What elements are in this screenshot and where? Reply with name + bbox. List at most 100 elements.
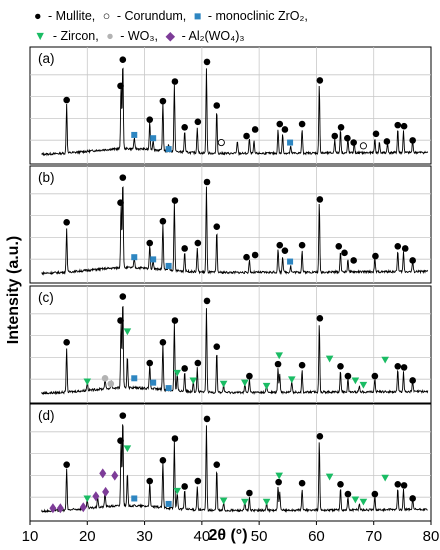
zircon-marker	[351, 496, 360, 504]
legend-mullite-symbol: ●	[34, 9, 42, 23]
mullite-marker	[194, 118, 202, 126]
mullite-marker	[344, 490, 352, 498]
zro2-marker	[131, 131, 138, 138]
zro2-marker	[287, 258, 294, 265]
mullite-marker	[159, 97, 167, 105]
mullite-marker	[298, 241, 306, 249]
mullite-marker	[409, 377, 416, 384]
mullite-marker	[372, 130, 380, 138]
mullite-marker	[281, 247, 289, 254]
zro2-marker	[150, 379, 157, 386]
mullite-marker	[63, 461, 70, 468]
x-tick-label: 50	[251, 528, 268, 545]
zircon-marker	[173, 487, 182, 495]
zircon-marker	[359, 498, 368, 506]
mullite-marker	[117, 317, 124, 324]
al2wo4-marker	[102, 486, 110, 497]
panel-label: (a)	[38, 51, 55, 66]
zircon-marker	[381, 356, 389, 364]
zircon-marker	[325, 355, 334, 363]
al2wo4-marker	[92, 491, 100, 502]
mullite-marker	[251, 126, 259, 133]
mullite-marker	[203, 297, 211, 305]
mullite-marker	[394, 243, 402, 250]
mullite-marker	[119, 56, 127, 64]
mullite-marker	[171, 78, 179, 85]
al2wo4-marker	[111, 470, 119, 481]
mullite-marker	[117, 437, 124, 445]
mullite-marker	[371, 372, 379, 380]
mullite-marker	[316, 77, 324, 84]
mullite-marker	[181, 483, 188, 490]
mullite-marker	[213, 461, 221, 468]
mullite-marker	[119, 293, 127, 300]
panel-b: (b)	[29, 165, 432, 284]
legend-corundum-label: - Corundum,	[117, 9, 186, 23]
zro2-marker	[131, 375, 138, 382]
zircon-marker	[381, 474, 389, 482]
legend-wo3-label: - WO₃,	[120, 29, 158, 43]
zircon-marker	[241, 498, 249, 506]
mullite-marker	[281, 126, 289, 133]
x-tick-label: 70	[365, 528, 382, 545]
mullite-marker	[213, 102, 221, 109]
mullite-marker	[117, 199, 124, 206]
mullite-marker	[337, 481, 344, 488]
diffraction-pattern	[41, 424, 428, 514]
mullite-marker	[274, 360, 282, 368]
panel-label: (c)	[38, 290, 54, 305]
mullite-marker	[243, 132, 250, 140]
mullite-marker	[344, 372, 352, 380]
zircon-marker	[275, 472, 283, 480]
zro2-marker	[165, 385, 172, 392]
mullite-marker	[372, 252, 379, 260]
zircon-marker	[351, 377, 360, 385]
mullite-marker	[243, 253, 250, 261]
panel-frame	[29, 165, 432, 284]
mullite-marker	[146, 116, 154, 123]
legend-mullite-label: - Mullite,	[48, 9, 95, 23]
mullite-marker	[63, 219, 70, 226]
mullite-marker	[316, 315, 324, 322]
mullite-marker	[383, 138, 391, 145]
mullite-marker	[316, 433, 324, 440]
x-tick-label: 20	[79, 528, 96, 545]
zircon-marker	[219, 497, 228, 505]
legend-zircon-symbol: ▼	[34, 29, 46, 43]
zircon-marker	[287, 376, 296, 384]
x-tick-label: 30	[136, 528, 153, 545]
x-tick-label: 10	[22, 528, 39, 545]
mullite-marker	[276, 120, 284, 128]
mullite-marker	[181, 245, 188, 252]
zircon-marker	[123, 445, 132, 453]
mullite-marker	[171, 197, 179, 204]
legend-line-1: ● - Mullite, ○ - Corundum, ■ - monoclini…	[34, 9, 308, 23]
mullite-marker	[341, 249, 348, 257]
mullite-marker	[194, 239, 202, 247]
mullite-marker	[119, 412, 127, 419]
zro2-marker	[150, 256, 157, 263]
mullite-marker	[146, 359, 154, 367]
diffraction-pattern	[41, 306, 429, 396]
x-tick-label: 80	[423, 528, 440, 545]
mullite-marker	[203, 415, 211, 423]
zro2-marker	[131, 254, 138, 261]
zircon-marker	[241, 379, 249, 387]
mullite-marker	[171, 435, 179, 442]
x-axis-title: 2θ (°)	[208, 527, 247, 544]
mullite-marker	[203, 58, 211, 66]
legend-al2wo4-symbol: ◆	[165, 29, 175, 43]
mullite-marker	[400, 122, 408, 130]
mullite-marker	[159, 457, 167, 464]
mullite-marker	[316, 196, 324, 203]
panel-d: (d)	[29, 403, 432, 522]
x-tick-label: 40	[194, 528, 211, 545]
panel-frame	[29, 403, 432, 522]
legend-al2wo4-label: - Al₂(WO₄)₃	[182, 29, 245, 43]
zircon-marker	[275, 352, 283, 360]
al2wo4-marker	[56, 503, 64, 514]
legend-line-2: ▼ - Zircon, ● - WO₃, ◆ - Al₂(WO₄)₃	[34, 29, 245, 43]
legend-corundum-symbol: ○	[103, 9, 111, 23]
mullite-marker	[298, 361, 306, 369]
mullite-marker	[181, 365, 188, 372]
